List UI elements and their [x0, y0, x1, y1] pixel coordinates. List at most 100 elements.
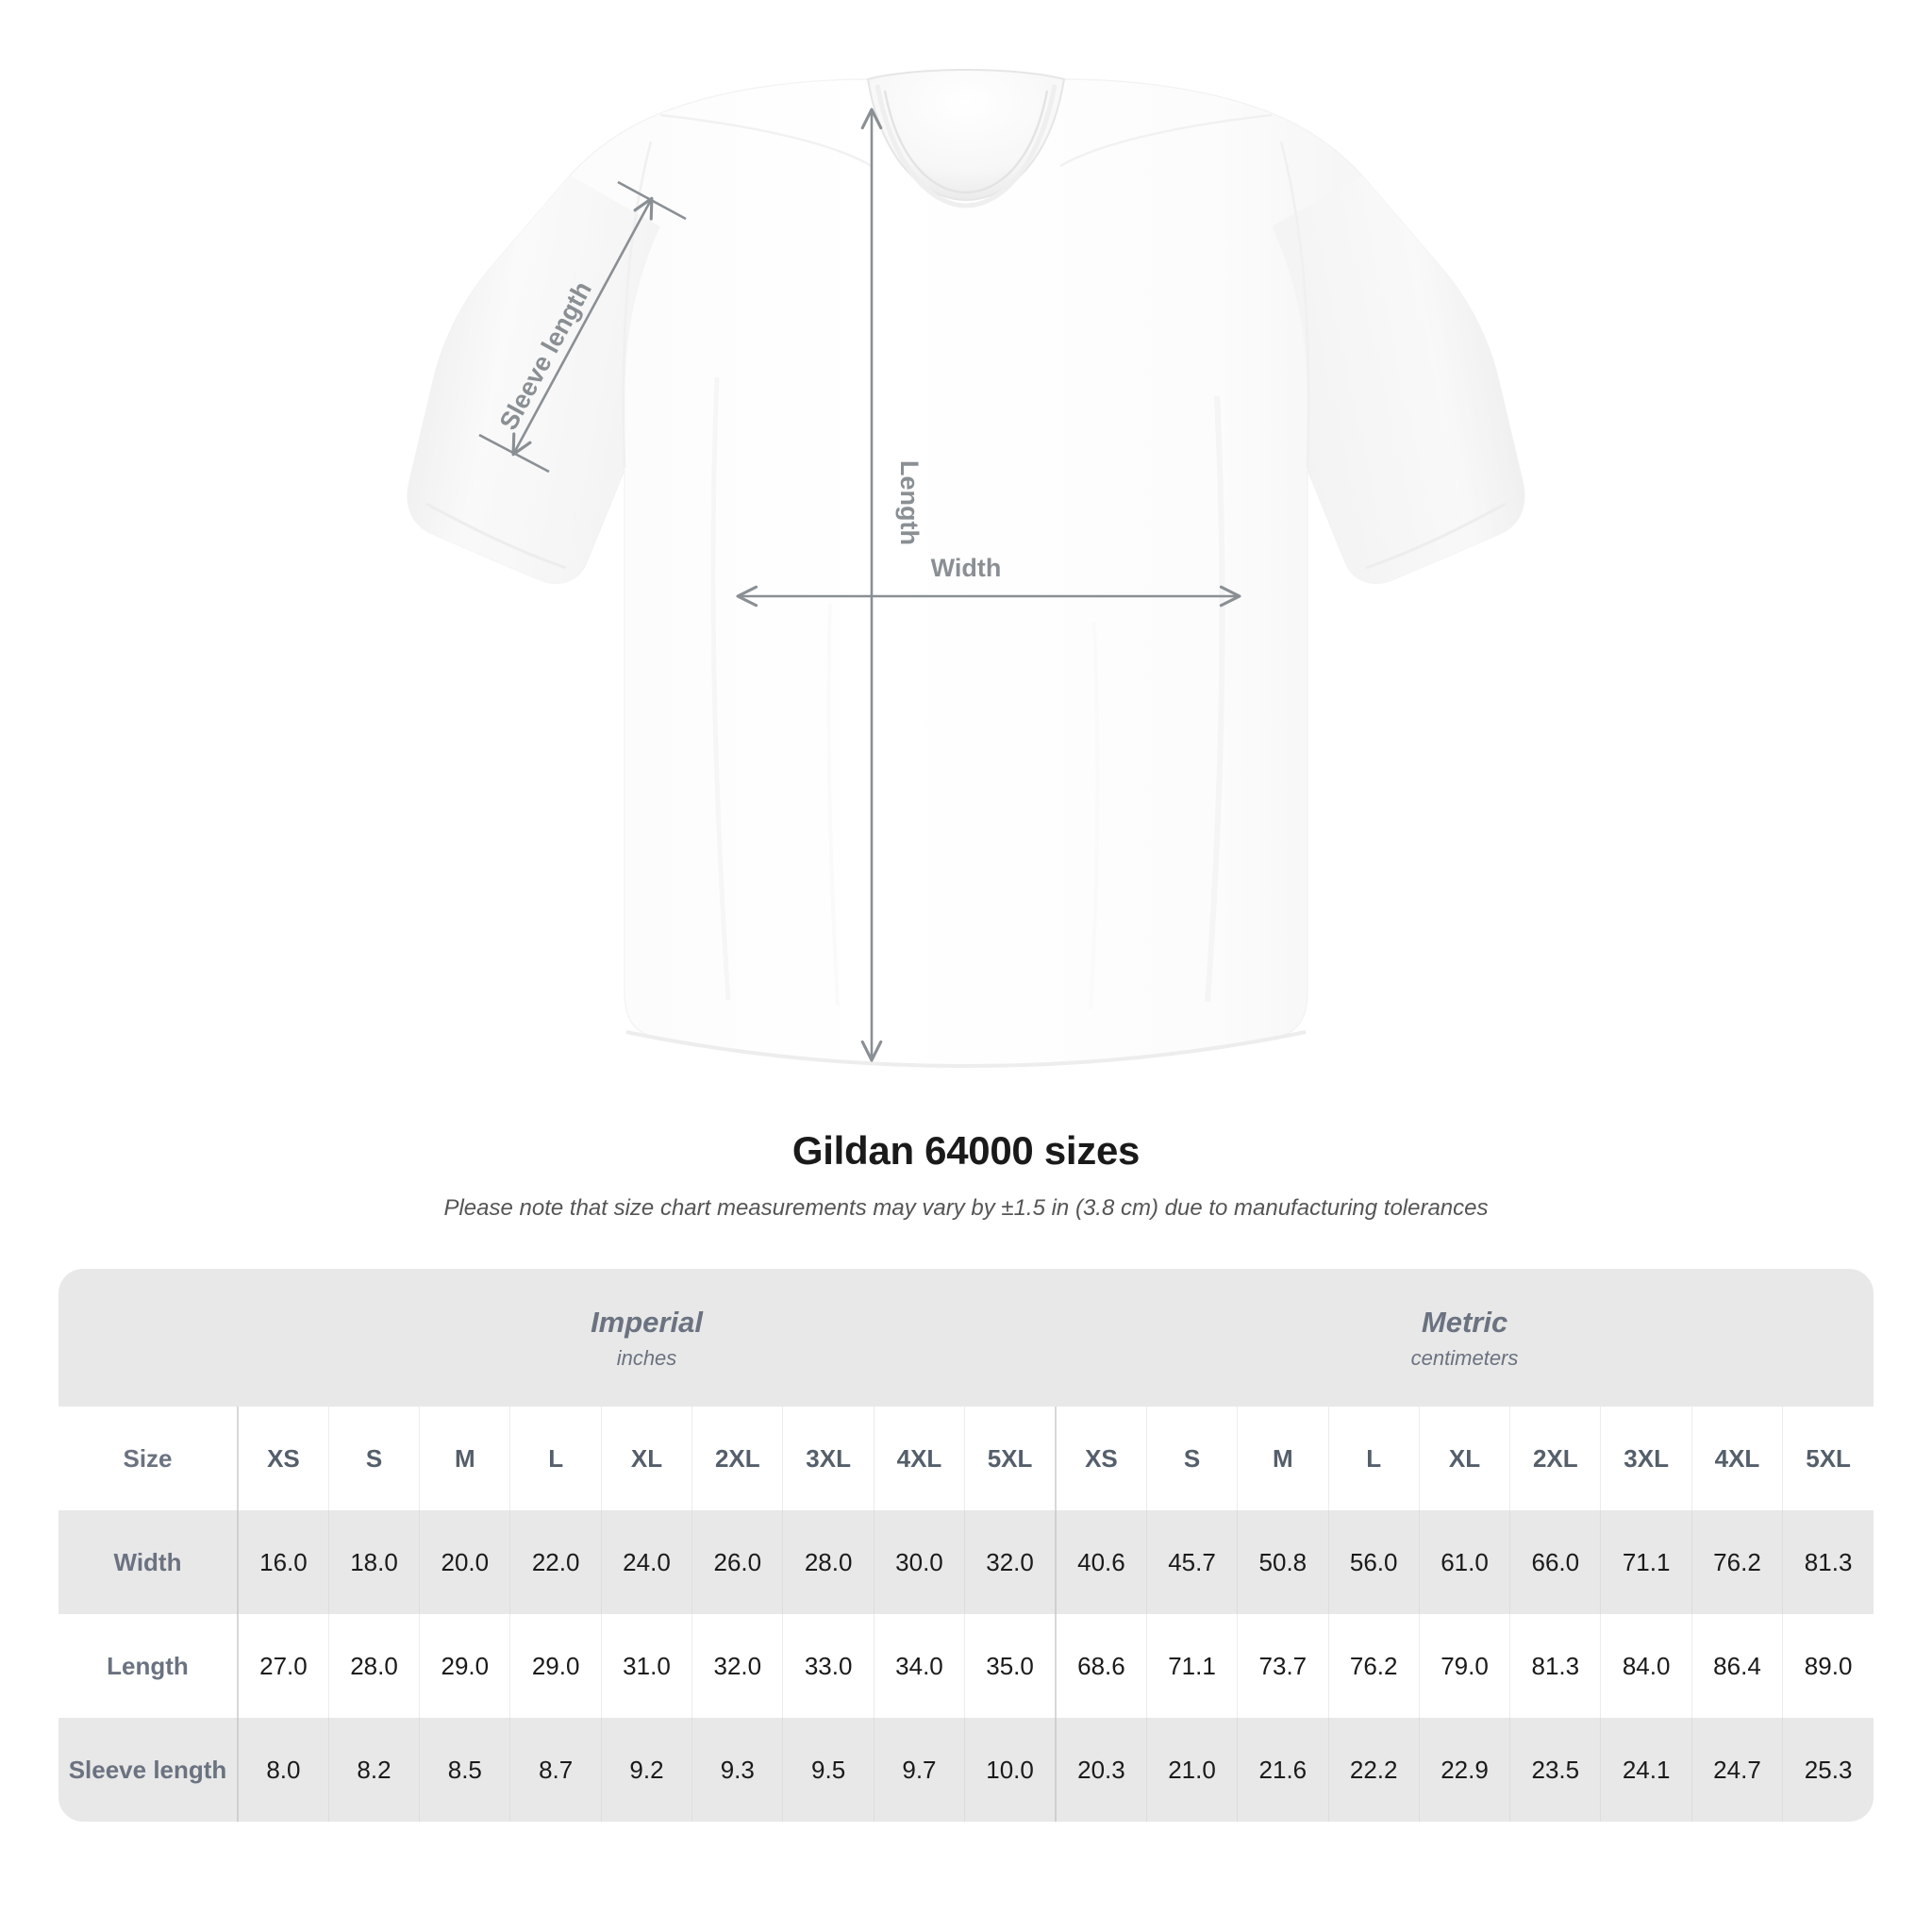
right-armhole-seam [1279, 141, 1310, 469]
cell-length-metric-m: 73.7 [1237, 1614, 1328, 1718]
fabric-fold-4 [1089, 622, 1100, 1010]
cell-sleeve-length-imperial-2xl: 9.3 [691, 1718, 783, 1822]
size-header-m-metric: M [1237, 1407, 1328, 1510]
cell-length-metric-xs: 68.6 [1055, 1614, 1147, 1718]
cell-sleeve-length-metric-s: 21.0 [1145, 1718, 1238, 1822]
row-label-sleeve-length: Sleeve length [58, 1718, 238, 1822]
size-header-s-metric: S [1145, 1407, 1238, 1510]
title-block: Gildan 64000 sizes Please note that size… [0, 1127, 1932, 1223]
unit-group-subtitle: inches [616, 1345, 677, 1370]
page-title: Gildan 64000 sizes [791, 1128, 1141, 1173]
row-label-width: Width [58, 1510, 238, 1614]
cell-sleeve-length-imperial-l: 8.7 [509, 1718, 602, 1822]
row-label-length: Length [58, 1614, 238, 1718]
left-shoulder-seam [659, 113, 873, 168]
cell-width-imperial-2xl: 26.0 [691, 1510, 783, 1614]
table-row: Width 16.0 18.0 20.0 22.0 24.0 26.0 28.0 30.0 32.… [58, 1510, 1874, 1614]
cell-sleeve-length-metric-m: 21.6 [1237, 1718, 1328, 1822]
size-header-l-metric: L [1327, 1407, 1420, 1510]
tshirt-bottom-hem [625, 1030, 1307, 1069]
cell-length-metric-s: 71.1 [1145, 1614, 1238, 1718]
cell-length-metric-5xl: 89.0 [1782, 1614, 1874, 1718]
cell-sleeve-length-metric-xl: 22.9 [1418, 1718, 1510, 1822]
collar-inner-edge [883, 90, 1049, 194]
cell-length-imperial-3xl: 33.0 [782, 1614, 874, 1718]
unit-banner-spacer [58, 1269, 238, 1407]
right-sleeve-hem [1365, 502, 1507, 570]
cell-length-metric-3xl: 84.0 [1600, 1614, 1692, 1718]
cell-length-imperial-s: 28.0 [327, 1614, 420, 1718]
size-header-4xl-metric: 4XL [1690, 1407, 1783, 1510]
fabric-fold-2 [1205, 395, 1225, 1003]
cell-sleeve-length-imperial-xl: 9.2 [600, 1718, 692, 1822]
size-header-xs-metric: XS [1055, 1407, 1147, 1510]
page-subtitle: Please note that size chart measurements… [443, 1195, 1489, 1222]
cell-sleeve-length-metric-5xl: 25.3 [1782, 1718, 1874, 1822]
size-header-m-imperial: M [419, 1407, 510, 1510]
cell-sleeve-length-imperial-s: 8.2 [327, 1718, 420, 1822]
cell-length-imperial-4xl: 34.0 [873, 1614, 965, 1718]
sleeve-guide-line [511, 196, 654, 457]
size-chart-table-wrapper: Imperial inches Metric centimeters Size XS S M L… [58, 1269, 1874, 1822]
cell-width-metric-2xl: 66.0 [1509, 1510, 1601, 1614]
cell-width-imperial-s: 18.0 [327, 1510, 420, 1614]
size-header-row: Size XS S M L XL 2XL 3XL 4XL 5XL XS S M L XL 2XL 3XL 4XL 5… [58, 1407, 1874, 1510]
size-header-2xl-metric: 2XL [1509, 1407, 1601, 1510]
cell-width-metric-3xl: 71.1 [1600, 1510, 1692, 1614]
table-row: Sleeve length 8.0 8.2 8.5 8.7 9.2 9.3 9.5 9.7 10.… [58, 1718, 1874, 1822]
sleeve-tick-bottom [478, 433, 550, 474]
sleeve-tick-top [617, 180, 687, 221]
cell-sleeve-length-imperial-4xl: 9.7 [873, 1718, 965, 1822]
cell-width-metric-4xl: 76.2 [1690, 1510, 1783, 1614]
size-header-4xl-imperial: 4XL [873, 1407, 965, 1510]
unit-group-header-metric: Metric centimeters [1056, 1269, 1874, 1407]
cell-width-metric-m: 50.8 [1237, 1510, 1328, 1614]
cell-sleeve-length-imperial-xs: 8.0 [236, 1718, 329, 1822]
cell-width-metric-5xl: 81.3 [1782, 1510, 1874, 1614]
cell-sleeve-length-imperial-m: 8.5 [419, 1718, 510, 1822]
size-header-l-imperial: L [509, 1407, 602, 1510]
tshirt-diagram: Length Width Sleeve length [407, 68, 1525, 1069]
fabric-fold-3 [826, 603, 840, 1007]
cell-length-imperial-2xl: 32.0 [691, 1614, 783, 1718]
left-sleeve-hem [425, 502, 567, 570]
cell-length-imperial-xs: 27.0 [236, 1614, 329, 1718]
cell-width-imperial-xs: 16.0 [236, 1510, 329, 1614]
cell-length-metric-l: 76.2 [1327, 1614, 1420, 1718]
unit-group-name: Metric [1421, 1306, 1508, 1340]
unit-banner-row: Imperial inches Metric centimeters [58, 1269, 1874, 1407]
cell-length-metric-xl: 79.0 [1418, 1614, 1510, 1718]
cell-width-imperial-4xl: 30.0 [873, 1510, 965, 1614]
cell-sleeve-length-imperial-5xl: 10.0 [964, 1718, 1057, 1822]
cell-sleeve-length-metric-l: 22.2 [1327, 1718, 1420, 1822]
size-header-xl-metric: XL [1418, 1407, 1510, 1510]
cell-length-metric-2xl: 81.3 [1509, 1614, 1601, 1718]
cell-width-imperial-5xl: 32.0 [964, 1510, 1057, 1614]
cell-length-imperial-l: 29.0 [509, 1614, 602, 1718]
width-label: Width [931, 554, 1002, 582]
unit-group-name: Imperial [591, 1306, 703, 1340]
collar-ribbing [874, 84, 1058, 208]
size-header-s-imperial: S [327, 1407, 420, 1510]
size-header-3xl-metric: 3XL [1600, 1407, 1692, 1510]
size-header-2xl-imperial: 2XL [691, 1407, 783, 1510]
size-header-5xl-imperial: 5XL [964, 1407, 1057, 1510]
cell-width-metric-l: 56.0 [1327, 1510, 1420, 1614]
size-header-xl-imperial: XL [600, 1407, 692, 1510]
tshirt-right-sleeve [1272, 175, 1524, 584]
cell-width-metric-xl: 61.0 [1418, 1510, 1510, 1614]
size-corner-label: Size [58, 1407, 238, 1510]
cell-width-imperial-m: 20.0 [419, 1510, 510, 1614]
right-shoulder-seam [1059, 113, 1273, 168]
cell-sleeve-length-metric-xs: 20.3 [1055, 1718, 1147, 1822]
size-header-3xl-imperial: 3XL [782, 1407, 874, 1510]
cell-sleeve-length-metric-3xl: 24.1 [1600, 1718, 1692, 1822]
size-header-xs-imperial: XS [236, 1407, 329, 1510]
cell-width-metric-s: 45.7 [1145, 1510, 1238, 1614]
cell-length-metric-4xl: 86.4 [1690, 1614, 1783, 1718]
cell-width-imperial-3xl: 28.0 [782, 1510, 874, 1614]
length-label: Length [895, 460, 924, 545]
size-chart-table: Imperial inches Metric centimeters Size XS S M L… [58, 1269, 1874, 1822]
size-header-5xl-metric: 5XL [1782, 1407, 1874, 1510]
unit-group-subtitle: centimeters [1410, 1345, 1519, 1370]
